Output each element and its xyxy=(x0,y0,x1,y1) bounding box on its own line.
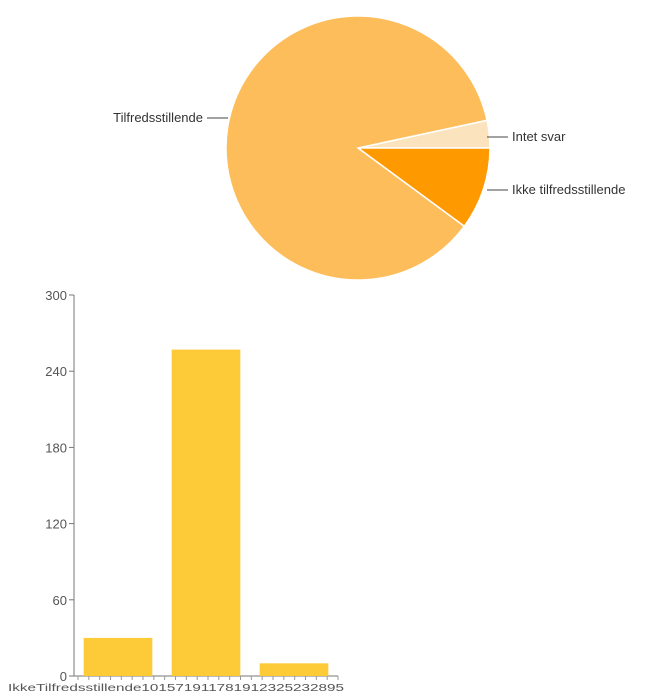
y-tick-label: 300 xyxy=(45,288,67,303)
bar-ikke-tilfredsstillende xyxy=(83,637,153,676)
y-tick-label: 180 xyxy=(45,440,67,455)
pie-label-ikke-tilfredsstillende: Ikke tilfredsstillende xyxy=(512,182,625,197)
y-tick-label: 240 xyxy=(45,364,67,379)
pie-label-intet-svar: Intet svar xyxy=(512,129,566,144)
pie-chart: Intet svar Ikke tilfredsstillende Tilfreds… xyxy=(113,15,625,281)
x-tick-labels: IkkeTilfredsstillende1015719117819123252… xyxy=(8,683,345,693)
y-tick-label: 60 xyxy=(53,593,67,608)
bar-chart: 0 60 120 180 240 300 IkkeTilfredsstillende1015… xyxy=(8,288,345,693)
bar-intet-svar xyxy=(259,663,329,676)
pie-slice-ikke-tilfredsstillende xyxy=(355,147,491,228)
y-tick-label: 120 xyxy=(45,517,67,532)
pie-slice-tilfredsstillende xyxy=(225,15,488,281)
pie-label-tilfredsstillende: Tilfredsstillende xyxy=(113,110,203,125)
y-tick-label: 0 xyxy=(60,669,67,684)
bar-tilfredsstillende xyxy=(171,349,241,676)
